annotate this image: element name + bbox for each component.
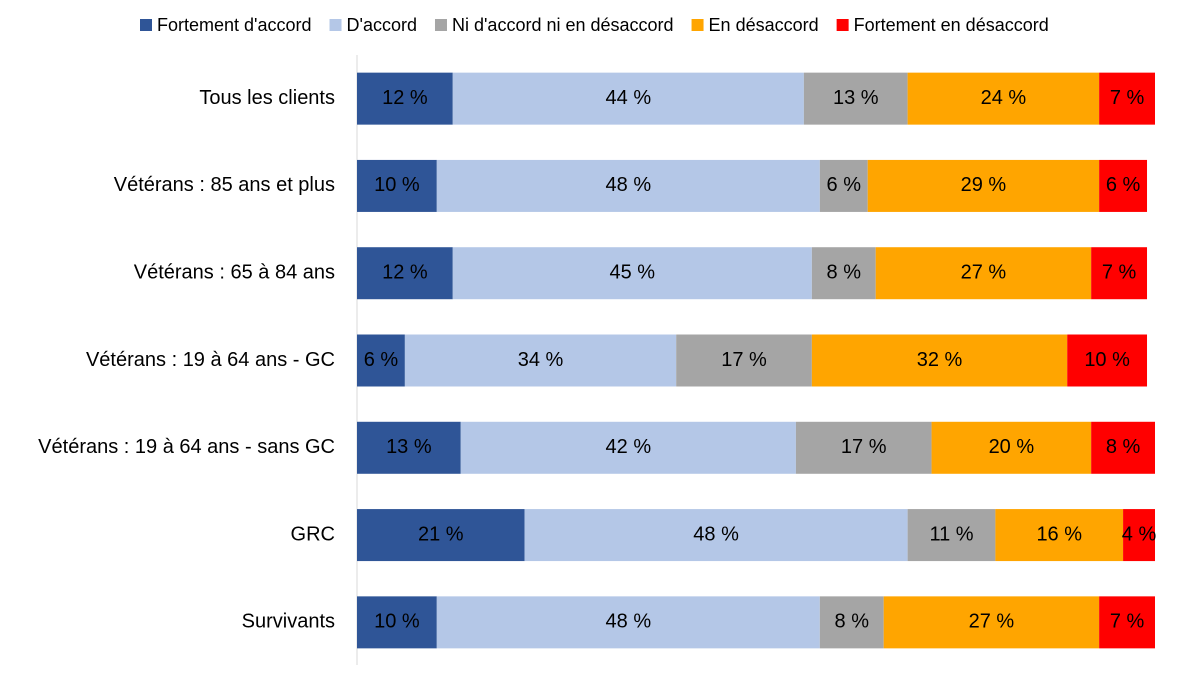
data-label: 6 % (1106, 174, 1141, 196)
data-label: 44 % (606, 87, 652, 109)
bar-segment (460, 421, 796, 474)
y-tick-label: Vétérans : 85 ans et plus (114, 174, 335, 196)
data-label: 6 % (364, 349, 399, 371)
bar-segment (357, 72, 453, 125)
data-label: 16 % (1036, 523, 1082, 545)
bar-segment (907, 509, 996, 562)
legend-swatch (836, 19, 849, 31)
bar-segment (524, 509, 908, 562)
bar-segment (357, 247, 453, 300)
bar-segment (1099, 72, 1155, 125)
bar-segment (436, 159, 820, 212)
data-label: 48 % (606, 174, 652, 196)
data-label: 8 % (827, 261, 862, 283)
data-label: 10 % (1084, 349, 1130, 371)
data-label: 48 % (606, 611, 652, 633)
y-tick-label: Tous les clients (199, 87, 335, 109)
bar-segment (357, 509, 525, 562)
data-label: 4 % (1122, 523, 1157, 545)
bar-segment (452, 72, 804, 125)
legend-swatch (434, 19, 447, 31)
bar-segment (811, 247, 876, 300)
data-label: 32 % (917, 349, 963, 371)
bar-segment (803, 72, 908, 125)
bar-segment (357, 596, 437, 649)
legend-label: D'accord (347, 15, 417, 35)
data-label: 11 % (929, 523, 973, 545)
bar-segment (676, 334, 812, 387)
data-label: 34 % (518, 349, 564, 371)
bar-segment (1123, 509, 1155, 562)
bar-segment (357, 159, 437, 212)
data-label: 17 % (721, 349, 767, 371)
bar-segment (357, 334, 405, 387)
bar-segment (1099, 596, 1155, 649)
data-label: 7 % (1102, 261, 1137, 283)
data-label: 20 % (989, 436, 1035, 458)
bar-segment (875, 247, 1092, 300)
bar-segment (819, 596, 884, 649)
data-label: 6 % (827, 174, 862, 196)
legend-label: En désaccord (709, 15, 819, 35)
bar-segment (357, 421, 461, 474)
bar-segment (931, 421, 1092, 474)
data-label: 27 % (969, 611, 1015, 633)
data-label: 29 % (961, 174, 1007, 196)
y-tick-label: Vétérans : 19 à 64 ans - GC (86, 349, 335, 371)
legend-label: Fortement en désaccord (854, 15, 1049, 35)
bar-segment (436, 596, 820, 649)
legend-label: Fortement d'accord (157, 15, 312, 35)
bar-segment (867, 159, 1100, 212)
data-label: 10 % (374, 611, 420, 633)
data-label: 17 % (841, 436, 887, 458)
bar-segment (995, 509, 1124, 562)
bar-segment (404, 334, 677, 387)
data-label: 8 % (1106, 436, 1141, 458)
bar-segment (907, 72, 1100, 125)
legend: Fortement d'accord D'accord Ni d'accord ni… (140, 15, 1049, 35)
bar-segment (795, 421, 932, 474)
legend-swatch (329, 19, 342, 31)
y-tick-label: Vétérans : 19 à 64 ans - sans GC (38, 436, 335, 458)
bar-segment (1067, 334, 1148, 387)
bar-segment (452, 247, 812, 300)
data-label: 45 % (610, 261, 656, 283)
y-tick-label: Vétérans : 65 à 84 ans (134, 261, 335, 283)
data-label: 12 % (382, 261, 428, 283)
data-label: 7 % (1110, 87, 1145, 109)
data-label: 7 % (1110, 611, 1145, 633)
y-tick-label: GRC (291, 523, 335, 545)
data-label: 42 % (606, 436, 652, 458)
legend-label: Ni d'accord ni en désaccord (452, 15, 674, 35)
legend-swatch (691, 19, 704, 31)
bar-segment (811, 334, 1068, 387)
data-label: 27 % (961, 261, 1007, 283)
bar-segment (883, 596, 1100, 649)
y-tick-label: Survivants (242, 611, 335, 633)
bar-segment (819, 159, 868, 212)
data-label: 48 % (693, 523, 739, 545)
data-label: 13 % (833, 87, 879, 109)
data-label: 24 % (981, 87, 1027, 109)
bar-segment (1091, 421, 1155, 474)
data-label: 8 % (835, 611, 870, 633)
bar-segment (1099, 159, 1148, 212)
data-label: 12 % (382, 87, 428, 109)
legend-swatch (140, 19, 152, 31)
data-label: 13 % (386, 436, 432, 458)
data-label: 21 % (418, 523, 464, 545)
bar-segment (1091, 247, 1148, 300)
data-label: 10 % (374, 174, 420, 196)
